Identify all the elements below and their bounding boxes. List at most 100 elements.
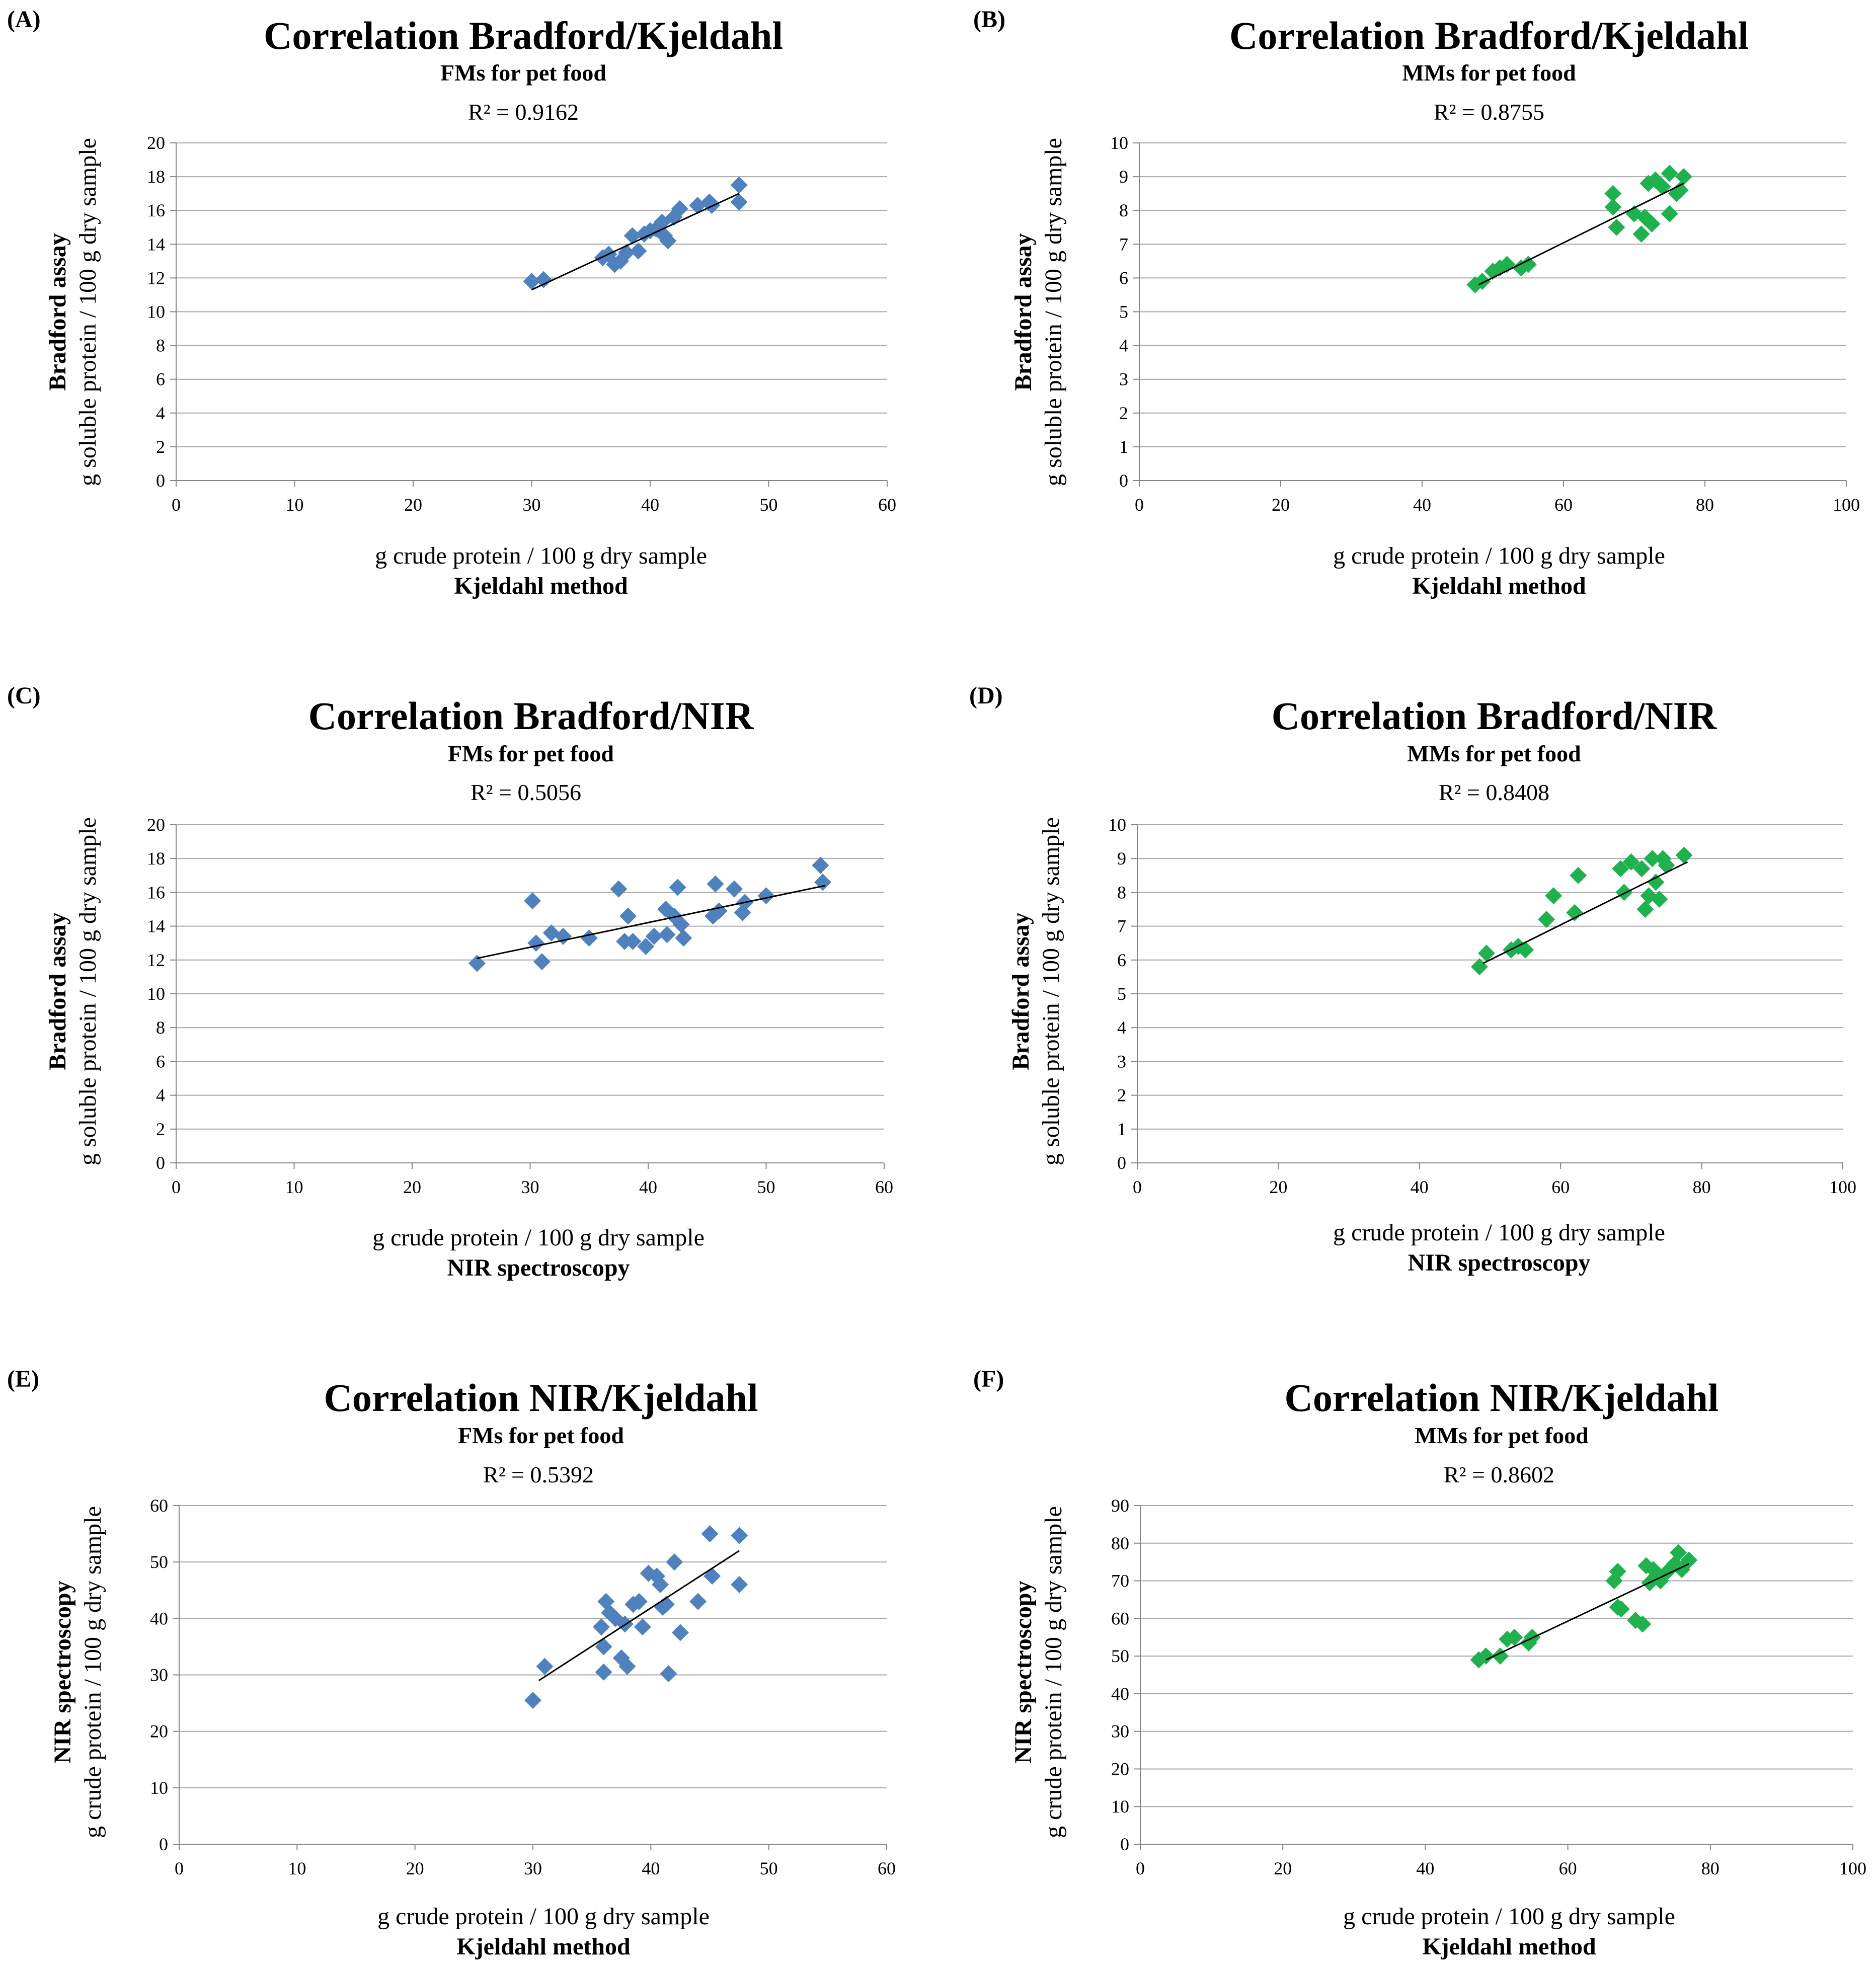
panel-letter: (B)	[973, 6, 1005, 33]
data-point	[1506, 1628, 1523, 1646]
x-tick-label: 40	[641, 495, 659, 515]
y-tick-label: 0	[156, 1153, 165, 1173]
y-tick-label: 0	[156, 470, 165, 491]
data-point	[1627, 1612, 1645, 1629]
x-tick-label: 60	[878, 495, 896, 515]
data-point	[1604, 198, 1622, 216]
data-point	[1604, 185, 1622, 202]
x-tick-label: 0	[1133, 1177, 1142, 1197]
y-tick-label: 60	[150, 1496, 168, 1516]
data-point	[1498, 256, 1516, 273]
data-point	[595, 1663, 612, 1681]
x-tick-label: 40	[1416, 1858, 1434, 1878]
data-point	[1519, 256, 1537, 273]
chart-subtitle: MMs for pet food	[1402, 60, 1576, 86]
y-tick-label: 6	[1117, 950, 1126, 970]
y-tick-label: 3	[1117, 1051, 1126, 1071]
data-point	[669, 879, 686, 896]
y-tick-label: 0	[159, 1834, 168, 1854]
x-axis-label: g crude protein / 100 g dry sample	[1333, 542, 1665, 569]
data-point	[1673, 1561, 1691, 1579]
data-point	[623, 227, 641, 245]
data-point	[701, 1525, 719, 1543]
x-tick-label: 40	[639, 1177, 657, 1197]
data-point	[757, 887, 775, 905]
data-point	[1609, 1562, 1626, 1580]
data-point	[612, 1649, 630, 1667]
y-tick-label: 30	[1111, 1721, 1129, 1742]
y-axis-label-method: Bradford assay	[44, 233, 71, 390]
chart-subtitle: FMs for pet food	[448, 741, 614, 766]
data-point	[645, 927, 663, 945]
data-point	[630, 1593, 648, 1610]
chart-title: Correlation Bradford/NIR	[1272, 694, 1717, 738]
plot-area: 0 2 4 6 8 10 12 14 16 18 20 0 10 20 30 40 50 60	[147, 133, 896, 515]
data-point	[524, 892, 541, 910]
data-point	[1661, 165, 1678, 182]
data-point	[1675, 846, 1693, 864]
y-tick-label: 10	[147, 302, 165, 322]
trendline	[538, 1550, 740, 1681]
y-tick-label: 12	[147, 950, 165, 970]
x-axis-label-method: NIR spectroscopy	[1408, 1249, 1590, 1276]
y-tick-label: 4	[1117, 1017, 1126, 1038]
x-tick-label: 0	[175, 1858, 184, 1878]
data-point	[523, 273, 540, 290]
y-tick-label: 90	[1111, 1496, 1129, 1516]
y-tick-label: 4	[1119, 336, 1128, 356]
data-point	[1644, 850, 1661, 868]
y-tick-label: 14	[147, 916, 165, 936]
x-tick-label: 40	[1413, 495, 1431, 515]
data-point	[734, 904, 751, 921]
data-point	[660, 1665, 677, 1683]
data-point	[1636, 901, 1654, 918]
chart-panel-f: (F) Correlation NIR/Kjeldahl MMs for pet…	[938, 1311, 1876, 1967]
panel-letter: (E)	[7, 1366, 39, 1392]
y-tick-label: 6	[1119, 268, 1128, 288]
data-point	[704, 1567, 721, 1585]
y-tick-label: 4	[156, 403, 165, 423]
x-axis-label-method: Kjeldahl method	[1422, 1933, 1596, 1960]
trendline	[477, 885, 826, 959]
y-axis-label: g soluble protein / 100 g dry sample	[1038, 817, 1064, 1165]
y-tick-label: 20	[150, 1721, 168, 1742]
data-point	[1639, 175, 1657, 192]
y-tick-label: 8	[156, 336, 165, 356]
y-axis-label-method: NIR spectroscopy	[1010, 1581, 1037, 1763]
chart-subtitle: FMs for pet food	[440, 60, 606, 86]
chart-title: Correlation NIR/Kjeldahl	[1284, 1376, 1718, 1420]
data-point	[527, 934, 545, 952]
data-point	[580, 929, 598, 947]
x-tick-label: 0	[1136, 1858, 1145, 1878]
data-point	[672, 916, 690, 933]
chart-subtitle: MMs for pet food	[1415, 1423, 1589, 1448]
data-point	[619, 907, 637, 925]
x-tick-label: 50	[760, 495, 778, 515]
y-tick-label: 0	[1120, 1834, 1129, 1854]
x-tick-label: 40	[1411, 1177, 1429, 1197]
data-point	[658, 926, 676, 943]
chart-subtitle: FMs for pet food	[458, 1423, 624, 1448]
y-tick-label: 40	[150, 1608, 168, 1628]
y-tick-label: 14	[147, 234, 165, 254]
data-point	[1612, 1600, 1630, 1618]
y-axis-label: g crude protein / 100 g dry sample	[1040, 1506, 1067, 1838]
y-tick-label: 8	[1119, 200, 1128, 220]
r-squared-label: R² = 0.9162	[468, 99, 579, 125]
y-tick-label: 20	[1111, 1759, 1129, 1779]
x-tick-label: 10	[288, 1858, 306, 1878]
x-tick-label: 80	[1693, 1177, 1711, 1197]
y-tick-label: 8	[1117, 882, 1126, 902]
data-point	[1470, 958, 1488, 976]
x-axis-label: g crude protein / 100 g dry sample	[1333, 1219, 1665, 1246]
trendline	[531, 193, 740, 291]
y-tick-label: 12	[147, 268, 165, 288]
data-point	[595, 1638, 612, 1656]
chart-a: (A) Correlation Bradford/Kjeldahl FMs fo…	[7, 6, 896, 599]
data-point	[1470, 1651, 1488, 1669]
y-tick-label: 20	[147, 815, 165, 835]
y-tick-label: 16	[147, 882, 165, 902]
chart-title: Correlation Bradford/Kjeldahl	[264, 14, 783, 57]
x-tick-label: 60	[1559, 1858, 1577, 1878]
y-tick-label: 18	[147, 848, 165, 869]
